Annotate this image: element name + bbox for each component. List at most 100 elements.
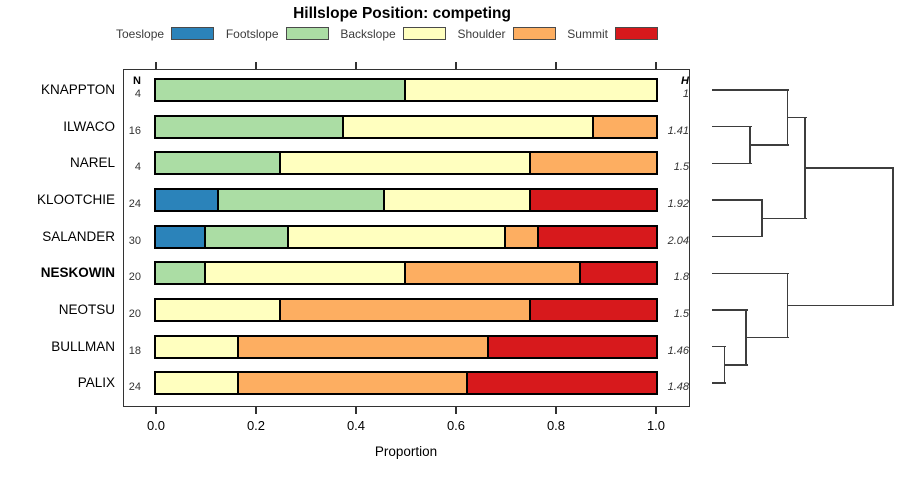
x-axis-tick-top bbox=[655, 62, 657, 69]
bar-segment-summit bbox=[539, 226, 656, 247]
bar-segment-backslope bbox=[385, 189, 531, 210]
dendrogram-line bbox=[712, 382, 726, 384]
bar-knappton bbox=[154, 78, 658, 102]
bar-segment-shoulder bbox=[406, 263, 581, 284]
x-axis-tick-bottom bbox=[155, 407, 157, 414]
dendrogram-line bbox=[750, 144, 790, 146]
legend-label-backslope: Backslope bbox=[340, 26, 396, 41]
row-label-narel: NAREL bbox=[69, 155, 115, 171]
legend-swatch-shoulder bbox=[512, 27, 556, 40]
bar-segment-backslope bbox=[289, 226, 506, 247]
chart-title: Hillslope Position: competing bbox=[293, 5, 511, 22]
dendrogram-line bbox=[787, 304, 895, 307]
x-axis-label: Proportion bbox=[374, 444, 438, 459]
bar-segment-backslope bbox=[156, 336, 240, 357]
legend-item-toeslope: Toeslope bbox=[116, 26, 215, 41]
bar-segment-backslope bbox=[406, 80, 656, 100]
bar-segment-summit bbox=[468, 373, 656, 394]
dendrogram-line bbox=[712, 89, 790, 91]
bar-segment-footslope bbox=[206, 226, 290, 247]
x-axis-tick-top bbox=[255, 62, 257, 69]
dendrogram-line bbox=[712, 309, 748, 311]
legend-swatch-footslope bbox=[285, 27, 329, 40]
h-value: 1.5 bbox=[673, 307, 689, 320]
bar-segment-toeslope bbox=[156, 226, 206, 247]
h-value: 1.46 bbox=[667, 344, 689, 357]
bar-segment-backslope bbox=[206, 263, 406, 284]
bar-segment-footslope bbox=[156, 116, 344, 137]
dendrogram-line bbox=[712, 272, 790, 274]
x-axis-tick-label: 0.4 bbox=[346, 418, 366, 433]
bar-segment-summit bbox=[489, 336, 656, 357]
x-axis-tick-bottom bbox=[455, 407, 457, 414]
x-axis-tick-top bbox=[455, 62, 457, 69]
bar-ilwaco bbox=[154, 114, 658, 139]
legend-label-footslope: Footslope bbox=[225, 26, 279, 41]
n-column-header: N bbox=[133, 75, 141, 87]
bar-segment-shoulder bbox=[505, 226, 540, 247]
dendrogram-line bbox=[746, 336, 790, 339]
bar-segment-summit bbox=[581, 263, 656, 284]
dendrogram-line bbox=[892, 167, 894, 306]
x-axis-tick-bottom bbox=[355, 407, 357, 414]
bar-segment-footslope bbox=[156, 153, 281, 174]
bar-neotsu bbox=[154, 297, 658, 322]
legend-item-footslope: Footslope bbox=[226, 27, 329, 41]
x-axis-tick-label: 0.2 bbox=[246, 418, 266, 433]
bar-neskowin bbox=[154, 261, 658, 286]
n-value: 30 bbox=[128, 234, 141, 247]
h-value: 1.92 bbox=[667, 197, 689, 210]
h-value: 1.5 bbox=[673, 161, 689, 174]
legend-item-summit: Summit bbox=[567, 27, 658, 41]
n-value: 24 bbox=[128, 197, 141, 210]
n-value: 4 bbox=[134, 88, 141, 100]
bar-salander bbox=[154, 224, 658, 249]
bar-klootchie bbox=[154, 187, 658, 212]
dendrogram-line bbox=[805, 167, 895, 169]
row-label-ilwaco: ILWACO bbox=[63, 118, 115, 134]
dendrogram-line bbox=[712, 345, 726, 348]
legend-label-summit: Summit bbox=[567, 26, 608, 41]
n-value: 20 bbox=[128, 307, 141, 320]
x-axis-tick-top bbox=[155, 62, 157, 69]
bar-segment-shoulder bbox=[239, 336, 490, 357]
x-axis-tick-top bbox=[555, 62, 557, 69]
h-value: 1.41 bbox=[667, 124, 689, 137]
n-value: 20 bbox=[128, 271, 141, 284]
bar-segment-shoulder bbox=[531, 153, 656, 174]
x-axis-tick-bottom bbox=[555, 407, 557, 414]
x-axis-tick-bottom bbox=[655, 407, 657, 414]
legend-label-shoulder: Shoulder bbox=[457, 26, 506, 41]
h-column-header: H bbox=[681, 75, 689, 87]
bar-segment-backslope bbox=[156, 299, 281, 320]
bar-segment-summit bbox=[531, 299, 656, 320]
bar-segment-backslope bbox=[281, 153, 531, 174]
legend-swatch-toeslope bbox=[171, 27, 215, 40]
x-axis-tick-label: 0.0 bbox=[146, 418, 166, 433]
h-value: 1 bbox=[682, 88, 689, 100]
bar-segment-shoulder bbox=[281, 299, 531, 320]
row-label-knappton: KNAPPTON bbox=[40, 82, 115, 97]
bar-palix bbox=[154, 371, 658, 396]
x-axis-tick-label: 0.8 bbox=[546, 418, 566, 433]
legend-item-backslope: Backslope bbox=[340, 26, 446, 41]
row-label-bullman: BULLMAN bbox=[51, 338, 115, 354]
bar-segment-shoulder bbox=[239, 373, 469, 394]
x-axis-tick-label: 0.6 bbox=[446, 418, 466, 433]
bar-segment-footslope bbox=[156, 80, 406, 100]
dendrogram-line bbox=[712, 235, 764, 238]
dendrogram-line bbox=[724, 364, 748, 366]
legend-item-shoulder: Shoulder bbox=[457, 26, 556, 41]
n-value: 16 bbox=[128, 124, 141, 137]
x-axis-tick-label: 1.0 bbox=[646, 418, 666, 433]
h-value: 2.04 bbox=[667, 234, 689, 247]
bar-segment-backslope bbox=[156, 373, 240, 394]
row-label-neotsu: NEOTSU bbox=[58, 301, 115, 317]
n-value: 4 bbox=[134, 161, 141, 174]
legend-label-toeslope: Toeslope bbox=[116, 26, 165, 41]
dendrogram-line bbox=[712, 162, 752, 165]
bar-segment-footslope bbox=[218, 189, 386, 210]
dendrogram-line bbox=[787, 116, 807, 119]
legend-swatch-summit bbox=[614, 27, 658, 40]
n-value: 18 bbox=[128, 344, 141, 357]
